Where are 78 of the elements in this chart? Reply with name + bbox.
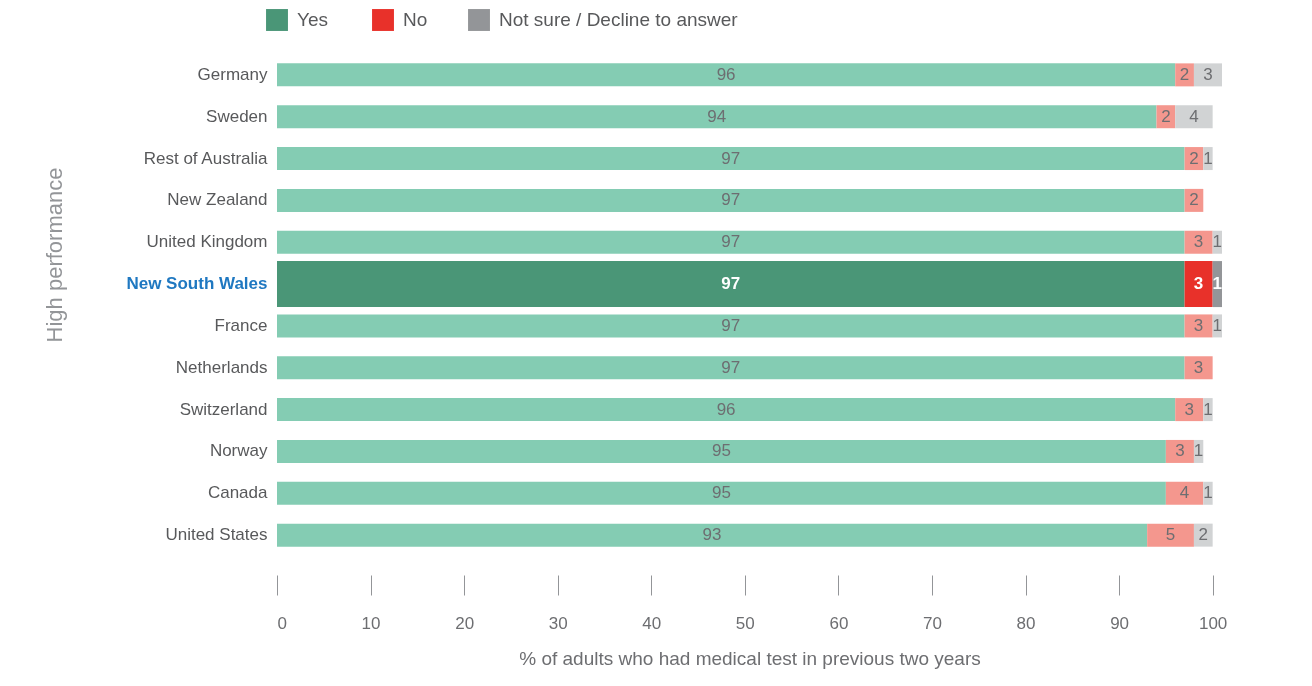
y-tick-label: France xyxy=(214,315,268,335)
data-label: 3 xyxy=(1193,315,1204,335)
x-tick-label: 80 xyxy=(1016,613,1036,633)
data-label: 1 xyxy=(1212,274,1223,294)
data-label: 95 xyxy=(711,441,731,461)
data-label: 5 xyxy=(1165,525,1176,545)
bar xyxy=(277,105,1157,129)
bar xyxy=(277,439,1166,463)
legend-label: No xyxy=(403,9,428,30)
data-label: 3 xyxy=(1193,357,1204,377)
y-tick-label: United States xyxy=(165,525,268,545)
legend-label: Not sure / Decline to answer xyxy=(499,9,739,30)
y-tick-label: New Zealand xyxy=(167,190,268,210)
y-tick-label: New South Wales xyxy=(126,274,268,294)
data-label: 4 xyxy=(1189,106,1199,126)
data-label: 97 xyxy=(721,357,741,377)
data-label: 1 xyxy=(1203,399,1213,419)
bar xyxy=(277,356,1185,380)
data-label: 3 xyxy=(1193,232,1204,252)
y-tick-label: Rest of Australia xyxy=(143,148,269,168)
y-tick-label: Switzerland xyxy=(179,399,268,419)
bar xyxy=(277,147,1185,171)
data-label: 2 xyxy=(1161,106,1171,126)
bar xyxy=(277,398,1176,422)
bar xyxy=(1193,63,1222,87)
x-tick-label: 40 xyxy=(642,613,662,633)
data-label: 4 xyxy=(1179,483,1190,503)
data-label: 94 xyxy=(707,106,727,126)
x-tick-label: 20 xyxy=(455,613,475,633)
bar xyxy=(277,230,1185,254)
data-label: 2 xyxy=(1198,525,1209,545)
data-label: 96 xyxy=(716,64,736,84)
y-tick-label: United Kingdom xyxy=(146,232,268,252)
data-label: 3 xyxy=(1184,399,1194,419)
data-label: 1 xyxy=(1203,148,1213,168)
data-label: 97 xyxy=(721,274,741,294)
x-tick-label: 100 xyxy=(1198,613,1228,633)
x-tick-label: 70 xyxy=(922,613,942,633)
y-tick-label: Netherlands xyxy=(175,357,268,377)
bar xyxy=(277,481,1166,505)
data-label: 97 xyxy=(721,232,741,252)
bar xyxy=(1165,481,1204,505)
data-label: 3 xyxy=(1175,441,1185,461)
x-tick-label: 30 xyxy=(548,613,568,633)
x-tick-label: 50 xyxy=(735,613,755,633)
data-label: 2 xyxy=(1189,190,1199,210)
data-label: 1 xyxy=(1212,315,1223,335)
data-label: 95 xyxy=(711,483,731,503)
y-tick-label: Canada xyxy=(207,483,269,503)
bar xyxy=(1165,439,1194,463)
y-tick-label: Sweden xyxy=(206,106,268,126)
x-tick-label: 90 xyxy=(1110,613,1130,633)
bar xyxy=(277,188,1185,212)
data-label: 2 xyxy=(1179,64,1190,84)
x-axis-title: % of adults who had medical test in previous two years xyxy=(519,647,981,669)
x-tick-label: 10 xyxy=(361,613,381,633)
data-label: 1 xyxy=(1203,483,1213,503)
data-label: 2 xyxy=(1189,148,1199,168)
x-tick-label: 0 xyxy=(277,613,287,633)
legend-label: Yes xyxy=(297,9,328,30)
bar xyxy=(1175,105,1213,129)
text: High performance xyxy=(42,167,67,343)
data-label: 96 xyxy=(716,399,736,419)
x-tick-label: 60 xyxy=(829,613,849,633)
bar xyxy=(277,63,1176,87)
y-tick-label: Norway xyxy=(209,441,268,461)
data-label: 3 xyxy=(1203,64,1213,84)
bar xyxy=(277,523,1148,547)
bar xyxy=(277,314,1185,338)
data-label: 93 xyxy=(702,525,722,545)
data-label: 97 xyxy=(721,148,741,168)
bar xyxy=(1147,523,1194,547)
y-tick-label: Germany xyxy=(197,64,268,84)
data-label: 1 xyxy=(1193,441,1204,461)
data-label: 97 xyxy=(721,315,741,335)
data-label: 1 xyxy=(1212,232,1223,252)
data-label: 3 xyxy=(1193,274,1204,294)
data-label: 97 xyxy=(721,190,741,210)
